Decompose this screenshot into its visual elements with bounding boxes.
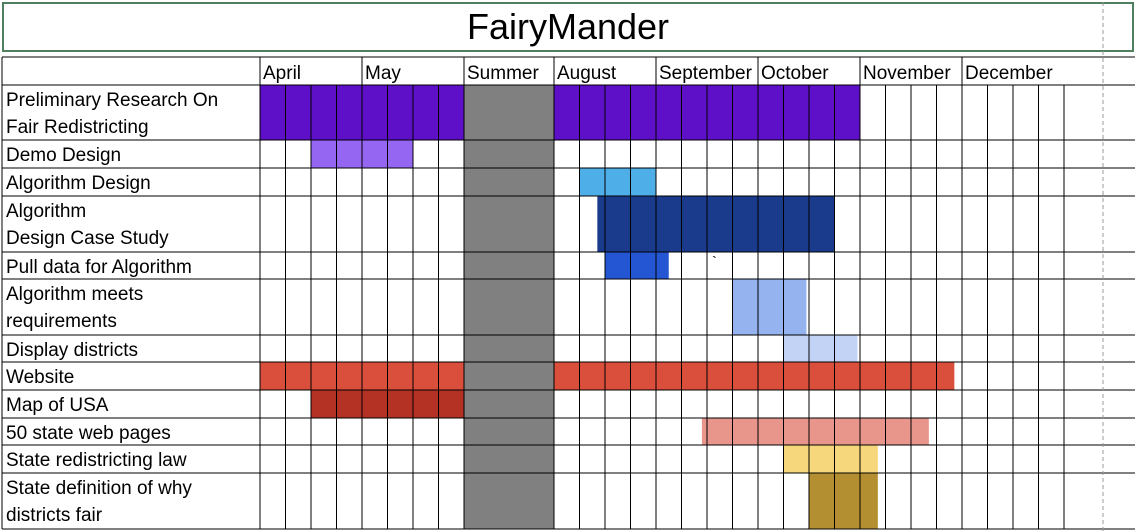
task-bar xyxy=(701,418,929,445)
month-label: April xyxy=(263,63,301,84)
task-bar xyxy=(605,252,669,279)
task-label: Pull data for Algorithm xyxy=(6,257,192,278)
task-label: requirements xyxy=(6,311,117,332)
task-label: Algorithm Design xyxy=(6,173,151,194)
task-label: Website xyxy=(6,367,74,388)
task-label: State redistricting law xyxy=(6,450,187,471)
month-label: December xyxy=(965,63,1053,84)
month-label: August xyxy=(557,63,617,84)
task-label: Algorithm meets xyxy=(6,284,143,305)
task-label: 50 state web pages xyxy=(6,423,171,444)
month-label: May xyxy=(365,63,401,84)
task-bar xyxy=(732,279,807,335)
month-label: September xyxy=(659,63,753,84)
month-label: November xyxy=(863,63,951,84)
task-label: Fair Redistricting xyxy=(6,117,149,138)
task-bar xyxy=(597,196,835,252)
task-label: Preliminary Research On xyxy=(6,90,218,111)
task-label: Algorithm xyxy=(6,201,86,222)
task-bar xyxy=(783,445,878,473)
task-label: districts fair xyxy=(6,505,103,526)
task-bar xyxy=(783,335,858,362)
task-label: Design Case Study xyxy=(6,228,169,249)
month-label: Summer xyxy=(467,63,539,84)
task-label: Map of USA xyxy=(6,395,109,416)
chart-title: FairyMander xyxy=(2,2,1134,52)
summer-band xyxy=(464,85,554,529)
task-label: State definition of why xyxy=(6,478,192,499)
month-label: October xyxy=(761,63,829,84)
stray-mark: ` xyxy=(712,253,717,269)
task-bar xyxy=(809,473,878,529)
task-label: Display districts xyxy=(6,340,138,361)
task-bar xyxy=(554,362,955,390)
task-label: Demo Design xyxy=(6,145,121,166)
task-bar xyxy=(579,168,656,196)
